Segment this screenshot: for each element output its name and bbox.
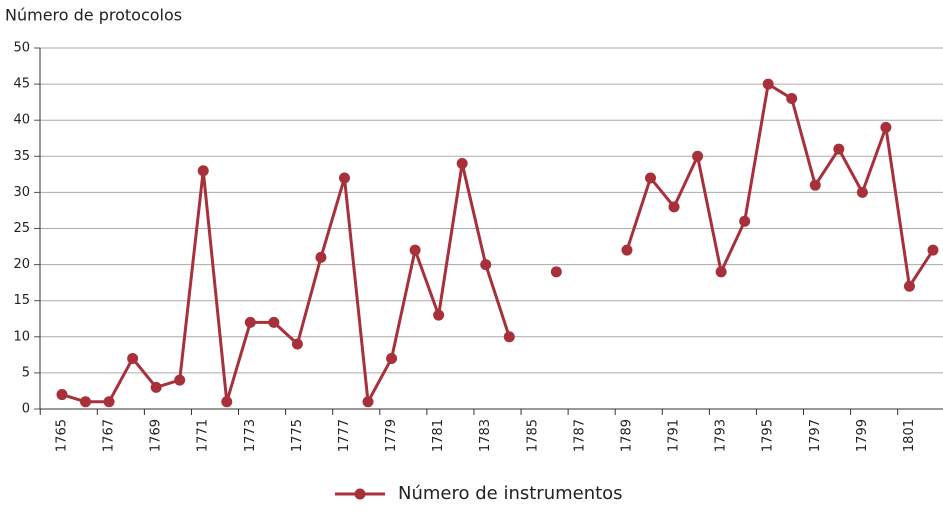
point: [786, 93, 798, 105]
y-tick-label: 50: [13, 41, 30, 56]
point: [268, 316, 280, 328]
point: [244, 316, 256, 328]
y-tick-label: 20: [13, 257, 30, 272]
y-tick-label: 45: [13, 77, 30, 92]
legend-marker: [354, 488, 366, 500]
x-tick-label: 1775: [290, 419, 305, 452]
point: [550, 266, 562, 278]
point: [668, 201, 680, 213]
x-tick-label: 1769: [149, 419, 164, 452]
y-tick-label: 25: [13, 221, 30, 236]
x-tick-label: 1793: [714, 419, 729, 452]
point: [80, 396, 92, 408]
point: [739, 215, 751, 227]
point: [291, 338, 303, 350]
point: [103, 396, 115, 408]
point: [409, 244, 421, 256]
x-tick-label: 1783: [478, 419, 493, 452]
x-tick-label: 1773: [243, 419, 258, 452]
x-tick-label: 1787: [572, 419, 587, 452]
y-tick-label: 5: [22, 365, 30, 380]
series-line: [61, 82, 935, 404]
x-tick-label: 1781: [431, 419, 446, 452]
y-tick-label: 0: [22, 402, 30, 417]
point: [903, 280, 915, 292]
point: [433, 309, 445, 321]
point: [127, 352, 139, 364]
x-tick-label: 1801: [902, 419, 917, 452]
y-tick-label: 40: [13, 113, 30, 128]
point: [480, 259, 492, 271]
y-tick-label: 10: [13, 329, 30, 344]
y-tick-label: 15: [13, 293, 30, 308]
x-tick-label: 1797: [808, 419, 823, 452]
legend-label: Número de instrumentos: [398, 483, 623, 504]
x-tick-label: 1799: [855, 419, 870, 452]
y-axis-title: Número de protocolos: [5, 6, 182, 25]
point: [927, 244, 939, 256]
x-tick-label: 1777: [337, 419, 352, 452]
x-tick-label: 1779: [384, 419, 399, 452]
point: [692, 150, 704, 162]
point: [56, 389, 68, 401]
point: [833, 143, 845, 155]
point: [362, 396, 374, 408]
point: [221, 396, 233, 408]
point: [315, 251, 327, 263]
point: [150, 381, 162, 393]
point: [386, 352, 398, 364]
point: [503, 331, 515, 343]
point: [715, 266, 727, 278]
y-tick-label: 35: [13, 149, 30, 164]
point: [338, 172, 350, 184]
x-tick-label: 1791: [667, 419, 682, 452]
x-tick-label: 1785: [525, 419, 540, 452]
point: [197, 165, 209, 177]
point: [174, 374, 186, 386]
point: [621, 244, 633, 256]
point: [456, 158, 468, 170]
point: [880, 121, 892, 133]
x-tick-label: 1771: [196, 419, 211, 452]
point: [762, 78, 774, 90]
point: [809, 179, 821, 191]
x-tick-label: 1789: [619, 419, 634, 452]
point: [645, 172, 656, 184]
x-tick-label: 1765: [55, 419, 70, 452]
x-tick-label: 1767: [102, 419, 117, 452]
y-tick-label: 30: [13, 185, 30, 200]
point: [856, 186, 868, 198]
x-tick-label: 1795: [761, 419, 776, 452]
